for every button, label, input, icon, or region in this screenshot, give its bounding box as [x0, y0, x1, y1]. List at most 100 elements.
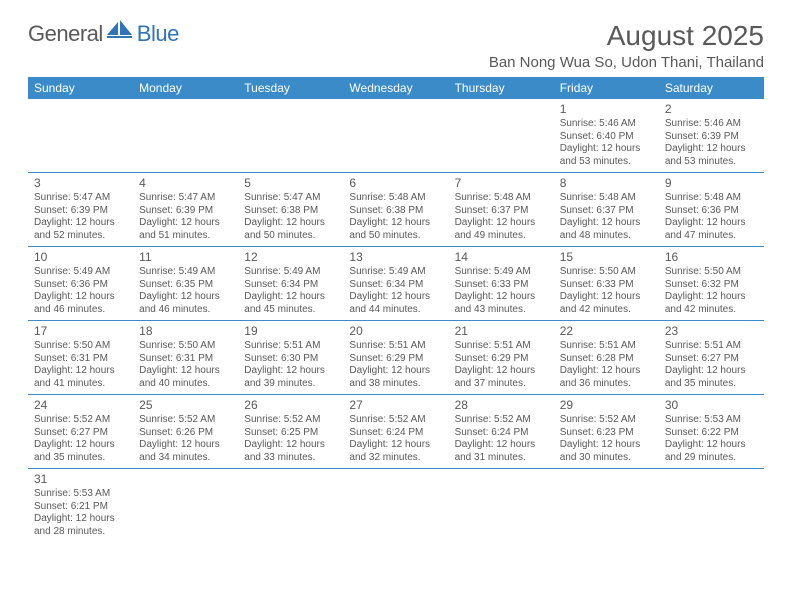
day-day2: and 29 minutes. [665, 452, 758, 465]
day-sunrise: Sunrise: 5:50 AM [560, 266, 653, 279]
day-sunset: Sunset: 6:21 PM [34, 501, 127, 514]
day-sunrise: Sunrise: 5:50 AM [665, 266, 758, 279]
day-number: 6 [349, 176, 442, 191]
calendar-empty-cell [238, 469, 343, 543]
day-number: 25 [139, 398, 232, 413]
day-sunrise: Sunrise: 5:51 AM [349, 340, 442, 353]
day-day1: Daylight: 12 hours [34, 439, 127, 452]
calendar-day-cell: 3Sunrise: 5:47 AMSunset: 6:39 PMDaylight… [28, 173, 133, 247]
day-sunrise: Sunrise: 5:53 AM [34, 488, 127, 501]
day-sunrise: Sunrise: 5:50 AM [139, 340, 232, 353]
day-sunset: Sunset: 6:36 PM [34, 279, 127, 292]
calendar-day-cell: 15Sunrise: 5:50 AMSunset: 6:33 PMDayligh… [554, 247, 659, 321]
day-day1: Daylight: 12 hours [349, 439, 442, 452]
day-day2: and 33 minutes. [244, 452, 337, 465]
day-day1: Daylight: 12 hours [560, 291, 653, 304]
weekday-header: Thursday [449, 77, 554, 99]
day-day2: and 49 minutes. [455, 230, 548, 243]
day-number: 27 [349, 398, 442, 413]
weekday-header: Saturday [659, 77, 764, 99]
logo-text-1: General [28, 21, 103, 47]
day-day2: and 31 minutes. [455, 452, 548, 465]
day-sunrise: Sunrise: 5:49 AM [349, 266, 442, 279]
day-sunset: Sunset: 6:28 PM [560, 353, 653, 366]
day-number: 13 [349, 250, 442, 265]
day-sunrise: Sunrise: 5:52 AM [139, 414, 232, 427]
day-number: 31 [34, 472, 127, 487]
day-sunrise: Sunrise: 5:51 AM [560, 340, 653, 353]
day-sunset: Sunset: 6:35 PM [139, 279, 232, 292]
day-day1: Daylight: 12 hours [244, 291, 337, 304]
calendar-empty-cell [449, 99, 554, 173]
calendar-day-cell: 17Sunrise: 5:50 AMSunset: 6:31 PMDayligh… [28, 321, 133, 395]
calendar-day-cell: 29Sunrise: 5:52 AMSunset: 6:23 PMDayligh… [554, 395, 659, 469]
day-sunset: Sunset: 6:32 PM [665, 279, 758, 292]
day-sunset: Sunset: 6:38 PM [349, 205, 442, 218]
day-day2: and 28 minutes. [34, 526, 127, 539]
day-sunset: Sunset: 6:34 PM [244, 279, 337, 292]
weekday-header: Tuesday [238, 77, 343, 99]
day-sunrise: Sunrise: 5:47 AM [139, 192, 232, 205]
day-day2: and 48 minutes. [560, 230, 653, 243]
day-day1: Daylight: 12 hours [34, 291, 127, 304]
day-day1: Daylight: 12 hours [665, 291, 758, 304]
calendar-empty-cell [133, 469, 238, 543]
day-sunrise: Sunrise: 5:52 AM [244, 414, 337, 427]
day-sunset: Sunset: 6:27 PM [34, 427, 127, 440]
day-sunrise: Sunrise: 5:47 AM [244, 192, 337, 205]
day-day2: and 44 minutes. [349, 304, 442, 317]
day-number: 15 [560, 250, 653, 265]
calendar-empty-cell [28, 99, 133, 173]
month-title: August 2025 [489, 20, 764, 52]
calendar-week-row: 3Sunrise: 5:47 AMSunset: 6:39 PMDaylight… [28, 173, 764, 247]
day-sunrise: Sunrise: 5:51 AM [455, 340, 548, 353]
calendar-week-row: 10Sunrise: 5:49 AMSunset: 6:36 PMDayligh… [28, 247, 764, 321]
day-day2: and 32 minutes. [349, 452, 442, 465]
day-sunrise: Sunrise: 5:52 AM [560, 414, 653, 427]
day-number: 18 [139, 324, 232, 339]
day-number: 5 [244, 176, 337, 191]
day-day1: Daylight: 12 hours [34, 365, 127, 378]
day-sunrise: Sunrise: 5:52 AM [34, 414, 127, 427]
calendar-day-cell: 22Sunrise: 5:51 AMSunset: 6:28 PMDayligh… [554, 321, 659, 395]
day-day2: and 42 minutes. [665, 304, 758, 317]
day-sunset: Sunset: 6:30 PM [244, 353, 337, 366]
day-sunrise: Sunrise: 5:50 AM [34, 340, 127, 353]
day-number: 22 [560, 324, 653, 339]
day-number: 24 [34, 398, 127, 413]
calendar-day-cell: 20Sunrise: 5:51 AMSunset: 6:29 PMDayligh… [343, 321, 448, 395]
calendar-day-cell: 13Sunrise: 5:49 AMSunset: 6:34 PMDayligh… [343, 247, 448, 321]
day-sunset: Sunset: 6:33 PM [455, 279, 548, 292]
day-day1: Daylight: 12 hours [139, 291, 232, 304]
day-day1: Daylight: 12 hours [455, 439, 548, 452]
day-number: 11 [139, 250, 232, 265]
day-sunset: Sunset: 6:37 PM [560, 205, 653, 218]
day-sunset: Sunset: 6:27 PM [665, 353, 758, 366]
weekday-header: Friday [554, 77, 659, 99]
day-day1: Daylight: 12 hours [665, 439, 758, 452]
day-number: 16 [665, 250, 758, 265]
day-number: 4 [139, 176, 232, 191]
day-sunrise: Sunrise: 5:49 AM [244, 266, 337, 279]
day-number: 9 [665, 176, 758, 191]
sail-icon [107, 20, 133, 43]
calendar-day-cell: 27Sunrise: 5:52 AMSunset: 6:24 PMDayligh… [343, 395, 448, 469]
calendar-week-row: 1Sunrise: 5:46 AMSunset: 6:40 PMDaylight… [28, 99, 764, 173]
day-day2: and 38 minutes. [349, 378, 442, 391]
day-sunrise: Sunrise: 5:48 AM [349, 192, 442, 205]
calendar-table: SundayMondayTuesdayWednesdayThursdayFrid… [28, 77, 764, 542]
day-sunrise: Sunrise: 5:48 AM [560, 192, 653, 205]
calendar-day-cell: 8Sunrise: 5:48 AMSunset: 6:37 PMDaylight… [554, 173, 659, 247]
day-day2: and 50 minutes. [244, 230, 337, 243]
day-day2: and 46 minutes. [34, 304, 127, 317]
day-sunrise: Sunrise: 5:49 AM [455, 266, 548, 279]
day-number: 10 [34, 250, 127, 265]
day-sunrise: Sunrise: 5:49 AM [34, 266, 127, 279]
day-sunrise: Sunrise: 5:49 AM [139, 266, 232, 279]
day-day1: Daylight: 12 hours [244, 365, 337, 378]
calendar-empty-cell [133, 99, 238, 173]
calendar-day-cell: 28Sunrise: 5:52 AMSunset: 6:24 PMDayligh… [449, 395, 554, 469]
day-day2: and 35 minutes. [665, 378, 758, 391]
day-day1: Daylight: 12 hours [139, 439, 232, 452]
day-number: 3 [34, 176, 127, 191]
